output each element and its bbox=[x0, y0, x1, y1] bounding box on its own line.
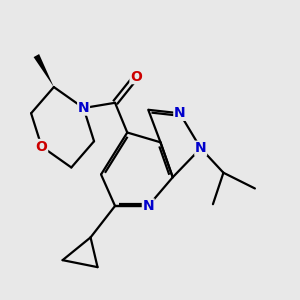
Text: N: N bbox=[174, 106, 185, 120]
Polygon shape bbox=[34, 54, 54, 87]
Text: N: N bbox=[78, 101, 89, 115]
Text: O: O bbox=[130, 70, 142, 84]
Text: N: N bbox=[142, 199, 154, 213]
Text: O: O bbox=[36, 140, 47, 154]
Text: N: N bbox=[195, 141, 206, 155]
